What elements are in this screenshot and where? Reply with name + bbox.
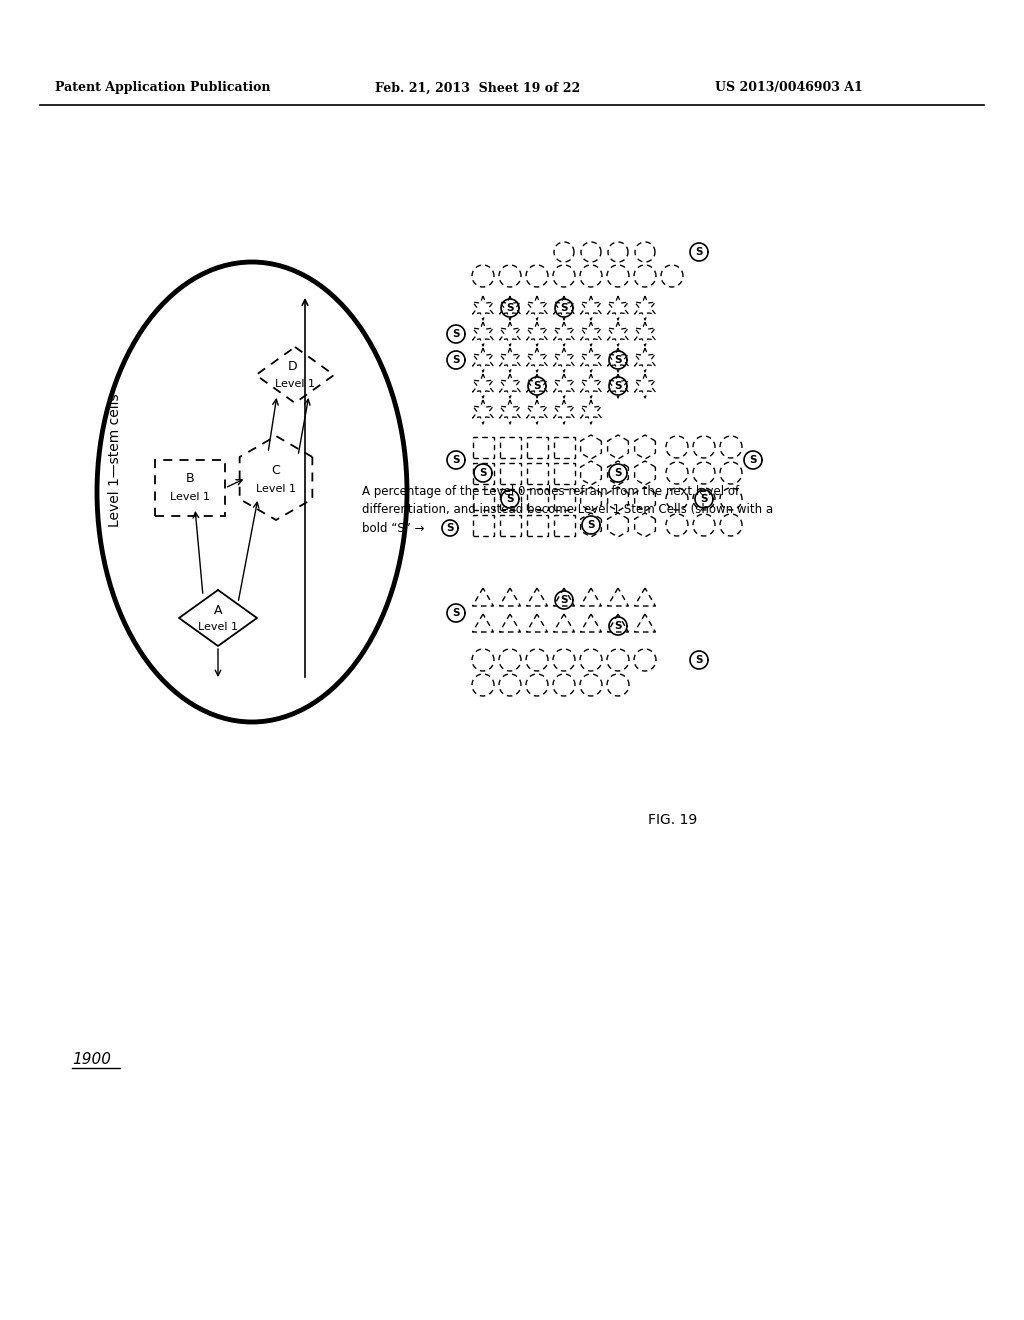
Text: Level 1: Level 1: [198, 622, 238, 632]
Text: Patent Application Publication: Patent Application Publication: [55, 82, 270, 95]
Text: S: S: [587, 520, 595, 531]
Text: US 2013/0046903 A1: US 2013/0046903 A1: [715, 82, 863, 95]
Text: S: S: [560, 595, 567, 605]
Text: S: S: [453, 455, 460, 465]
Bar: [526, 437, 548, 458]
Text: D: D: [288, 360, 298, 374]
Text: S: S: [614, 381, 622, 391]
Bar: [472, 488, 494, 510]
Bar: [526, 515, 548, 536]
Text: A: A: [214, 603, 222, 616]
Bar: [554, 488, 574, 510]
Bar: [526, 462, 548, 483]
Text: S: S: [750, 455, 757, 465]
Bar: [472, 515, 494, 536]
Bar: [500, 488, 520, 510]
Text: S: S: [560, 304, 567, 313]
Text: S: S: [534, 381, 541, 391]
Text: B: B: [185, 471, 195, 484]
Text: 1900: 1900: [72, 1052, 111, 1068]
Text: Feb. 21, 2013  Sheet 19 of 22: Feb. 21, 2013 Sheet 19 of 22: [375, 82, 581, 95]
Bar: [554, 515, 574, 536]
Text: S: S: [695, 247, 702, 257]
Text: S: S: [506, 304, 514, 313]
Text: S: S: [506, 494, 514, 504]
Text: S: S: [453, 355, 460, 366]
Bar: [526, 488, 548, 510]
Text: Level 1: Level 1: [170, 492, 210, 502]
Text: S: S: [614, 620, 622, 631]
Bar: [500, 515, 520, 536]
Text: S: S: [453, 329, 460, 339]
Bar: [472, 437, 494, 458]
Text: S: S: [614, 355, 622, 366]
Bar: [155, 459, 225, 516]
Text: A percentage of the Level 0 nodes refrain from the next level of: A percentage of the Level 0 nodes refrai…: [362, 486, 739, 499]
Bar: [500, 437, 520, 458]
Text: S: S: [700, 494, 708, 504]
Text: Level 1: Level 1: [256, 484, 296, 494]
Text: Level 1: Level 1: [275, 379, 315, 389]
Text: S: S: [614, 469, 622, 478]
Text: bold “S” →: bold “S” →: [362, 521, 428, 535]
Bar: [500, 462, 520, 483]
Text: S: S: [695, 655, 702, 665]
Text: C: C: [271, 465, 281, 478]
Text: Level 1—stem cells: Level 1—stem cells: [108, 393, 122, 527]
Bar: [472, 462, 494, 483]
Bar: [554, 462, 574, 483]
Bar: [554, 437, 574, 458]
Text: S: S: [453, 609, 460, 618]
Text: differentiation, and instead become Level 1 Stem Cells (shown with a: differentiation, and instead become Leve…: [362, 503, 773, 516]
Text: S: S: [479, 469, 486, 478]
Text: FIG. 19: FIG. 19: [648, 813, 697, 828]
Text: S: S: [446, 523, 454, 533]
